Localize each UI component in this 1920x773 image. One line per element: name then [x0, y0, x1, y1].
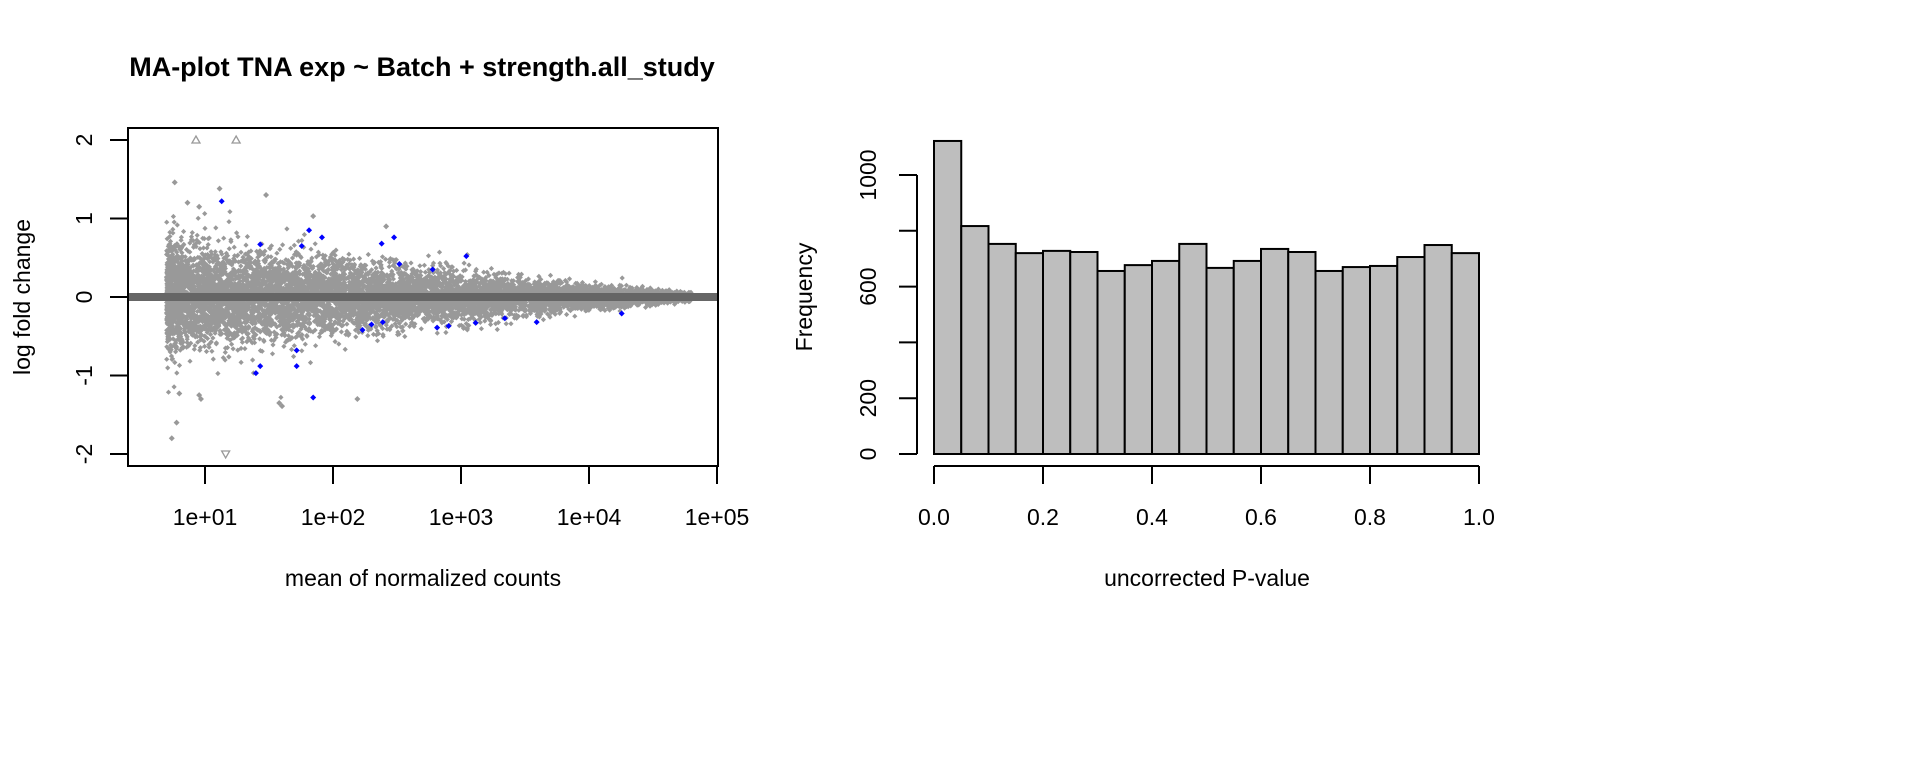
histogram-x-tick-label: 0.0 [918, 504, 950, 530]
ma-significant-point [618, 310, 625, 317]
histogram-y-axis: 0 200 600 1000 [855, 149, 918, 461]
ma-significant-point [359, 326, 366, 333]
histogram-y-tick-label: 1000 [855, 149, 881, 200]
histogram-bar [1450, 252, 1480, 455]
histogram-bar [987, 242, 1017, 455]
ma-point [310, 213, 317, 220]
ma-significant-point [293, 363, 300, 370]
histogram-y-tick-label: 600 [855, 267, 881, 305]
ma-significant-point [252, 370, 259, 377]
ma-y-tick-label: 2 [71, 134, 97, 147]
ma-y-tick-label: -1 [71, 365, 97, 385]
ma-significant-point [501, 315, 508, 322]
ma-x-tick-label: 1e+04 [557, 504, 622, 530]
ma-x-tick-label: 1e+05 [685, 504, 750, 530]
histogram-bar [1232, 259, 1262, 455]
ma-significant-point [434, 324, 441, 331]
histogram-bar [1205, 266, 1235, 456]
ma-significant-point [257, 363, 264, 370]
ma-point [197, 396, 204, 403]
ma-significant-point [306, 227, 313, 234]
ma-x-axis: 1e+01 1e+02 1e+03 1e+04 1e+05 [173, 466, 750, 530]
histogram-bar [1178, 242, 1208, 455]
ma-point [354, 396, 361, 403]
histogram-bar [1151, 259, 1181, 455]
pvalue-histogram: 0.0 0.2 0.4 0.6 0.8 1.0 0 200 600 1000 uncorrect… [791, 139, 1495, 591]
histogram-bar [1423, 244, 1453, 455]
ma-y-tick-label: 1 [71, 212, 97, 225]
ma-point [173, 419, 180, 426]
ma-significant-point [463, 253, 470, 260]
ma-point-cloud [164, 209, 694, 400]
histogram-bar [1123, 264, 1153, 455]
ma-x-tick-label: 1e+02 [301, 504, 366, 530]
ma-significant-point [429, 266, 436, 273]
ma-point [383, 223, 390, 230]
ma-point [279, 403, 286, 410]
ma-significant-point [318, 234, 325, 241]
ma-point [196, 203, 203, 210]
ma-y-axis: -2 -1 0 1 2 [71, 134, 128, 464]
histogram-bar [960, 225, 990, 455]
ma-significant-point [218, 198, 225, 205]
ma-significant-point [533, 319, 540, 326]
ma-point [171, 179, 178, 186]
ma-significant-point [472, 319, 479, 326]
ma-x-axis-label: mean of normalized counts [285, 565, 561, 591]
ma-point [263, 191, 270, 198]
ma-significant-point [298, 242, 305, 249]
ma-significant-point [378, 240, 385, 247]
ma-significant-point [368, 321, 375, 328]
histogram-bar [1096, 269, 1126, 456]
ma-significant-point [396, 261, 403, 268]
histogram-bar [1341, 266, 1371, 455]
histogram-y-tick-label: 0 [855, 448, 881, 461]
histogram-bar [1260, 247, 1290, 455]
ma-significant-point [445, 323, 452, 330]
ma-points [168, 134, 625, 460]
histogram-bar [1314, 269, 1344, 456]
ma-clipped-point-triangle-down [220, 450, 231, 460]
ma-y-tick-label: -2 [71, 444, 97, 464]
histogram-x-tick-label: 1.0 [1463, 504, 1495, 530]
histogram-x-tick-label: 0.6 [1245, 504, 1277, 530]
ma-y-axis-label: log fold change [9, 219, 35, 375]
histogram-x-axis: 0.0 0.2 0.4 0.6 0.8 1.0 [918, 465, 1495, 530]
ma-plot: MA-plot TNA exp ~ Batch + strength.all_s… [9, 52, 749, 591]
histogram-x-tick-label: 0.2 [1027, 504, 1059, 530]
histogram-bar [933, 139, 963, 455]
ma-point [168, 435, 175, 442]
ma-significant-point [257, 241, 264, 248]
histogram-bar [1287, 251, 1317, 455]
ma-x-tick-label: 1e+01 [173, 504, 238, 530]
ma-significant-point [310, 394, 317, 401]
histogram-bars [933, 139, 1480, 456]
ma-clipped-point-triangle-up [190, 134, 202, 144]
ma-point [184, 199, 191, 206]
ma-clipped-point-triangle-up [230, 134, 242, 144]
ma-significant-point [379, 319, 386, 326]
ma-plot-title: MA-plot TNA exp ~ Batch + strength.all_s… [129, 52, 715, 82]
ma-significant-point [293, 347, 300, 354]
histogram-y-tick-label: 200 [855, 379, 881, 417]
histogram-bar [1396, 256, 1426, 455]
histogram-bar [1042, 249, 1072, 455]
histogram-x-tick-label: 0.4 [1136, 504, 1168, 530]
histogram-x-axis-label: uncorrected P-value [1104, 565, 1310, 591]
histogram-bar [1369, 264, 1399, 456]
ma-cloud-points [164, 209, 694, 400]
ma-y-tick-label: 0 [71, 291, 97, 304]
ma-x-tick-label: 1e+03 [429, 504, 494, 530]
histogram-bar [1014, 252, 1044, 455]
ma-point [216, 185, 223, 192]
histogram-bar [1069, 251, 1099, 455]
histogram-x-tick-label: 0.8 [1354, 504, 1386, 530]
histogram-y-axis-label: Frequency [791, 242, 817, 351]
ma-point [176, 390, 183, 397]
ma-significant-point [391, 234, 398, 241]
